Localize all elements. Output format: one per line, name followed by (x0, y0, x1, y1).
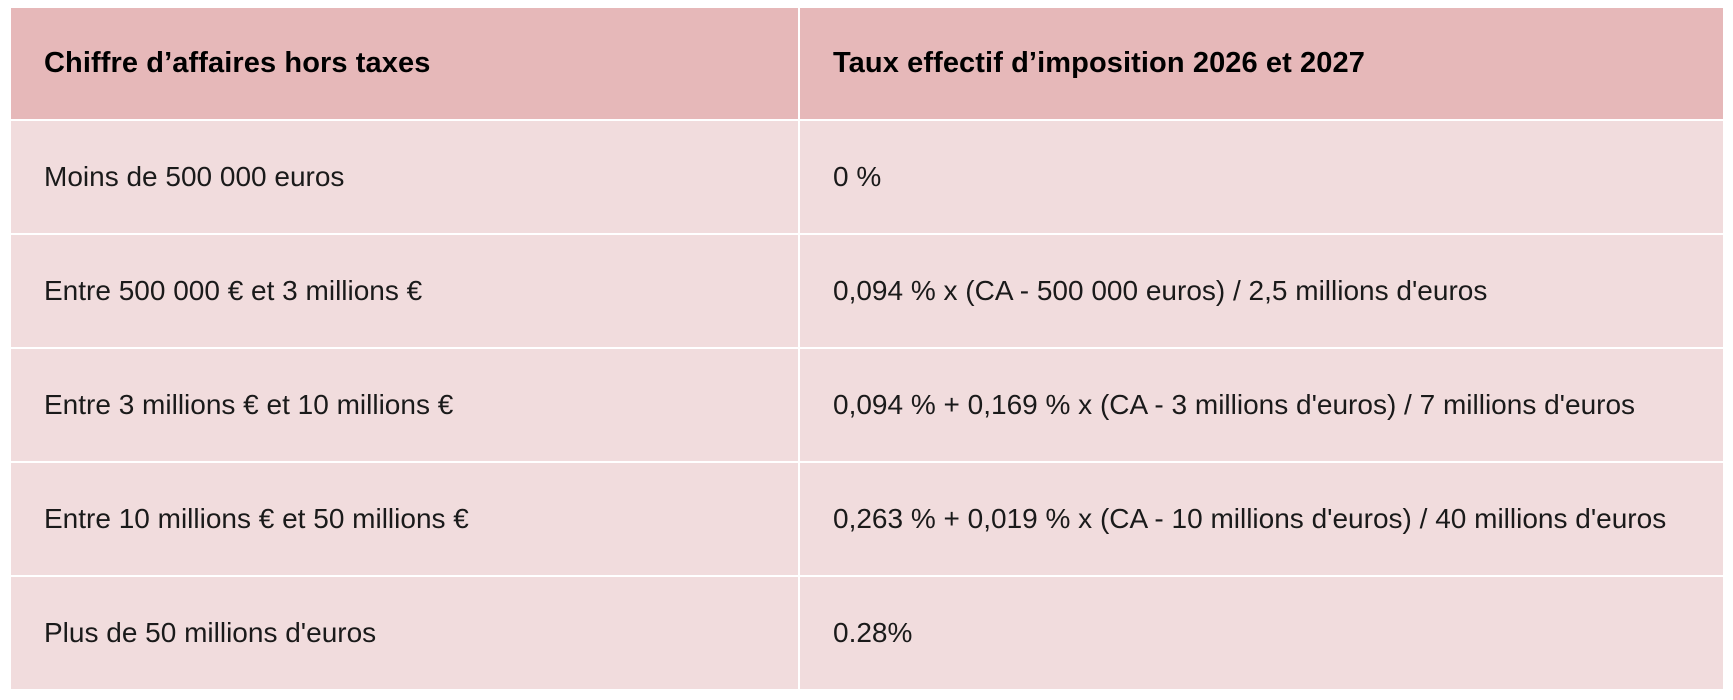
table-body: Moins de 500 000 euros 0 % Entre 500 000… (11, 120, 1723, 691)
revenue-cell: Entre 3 millions € et 10 millions € (11, 348, 800, 463)
table-row: Entre 10 millions € et 50 millions € 0,2… (11, 462, 1723, 577)
revenue-cell: Entre 500 000 € et 3 millions € (11, 234, 800, 349)
tax-rate-table-container: Chiffre d’affaires hors taxes Taux effec… (11, 8, 1723, 691)
revenue-cell: Moins de 500 000 euros (11, 120, 800, 235)
revenue-cell: Entre 10 millions € et 50 millions € (11, 462, 800, 577)
table-row: Plus de 50 millions d'euros 0.28% (11, 576, 1723, 691)
revenue-cell: Plus de 50 millions d'euros (11, 576, 800, 691)
header-effective-rate: Taux effectif d’imposition 2026 et 2027 (799, 8, 1723, 121)
rate-cell: 0 % (799, 120, 1723, 235)
header-row: Chiffre d’affaires hors taxes Taux effec… (11, 8, 1723, 121)
header-revenue: Chiffre d’affaires hors taxes (11, 8, 800, 121)
table-row: Entre 500 000 € et 3 millions € 0,094 % … (11, 234, 1723, 349)
tax-rate-table: Chiffre d’affaires hors taxes Taux effec… (11, 8, 1723, 691)
rate-cell: 0,094 % + 0,169 % x (CA - 3 millions d'e… (799, 348, 1723, 463)
table-row: Entre 3 millions € et 10 millions € 0,09… (11, 348, 1723, 463)
rate-cell: 0.28% (799, 576, 1723, 691)
rate-cell: 0,263 % + 0,019 % x (CA - 10 millions d'… (799, 462, 1723, 577)
table-row: Moins de 500 000 euros 0 % (11, 120, 1723, 235)
rate-cell: 0,094 % x (CA - 500 000 euros) / 2,5 mil… (799, 234, 1723, 349)
table-header: Chiffre d’affaires hors taxes Taux effec… (11, 8, 1723, 121)
